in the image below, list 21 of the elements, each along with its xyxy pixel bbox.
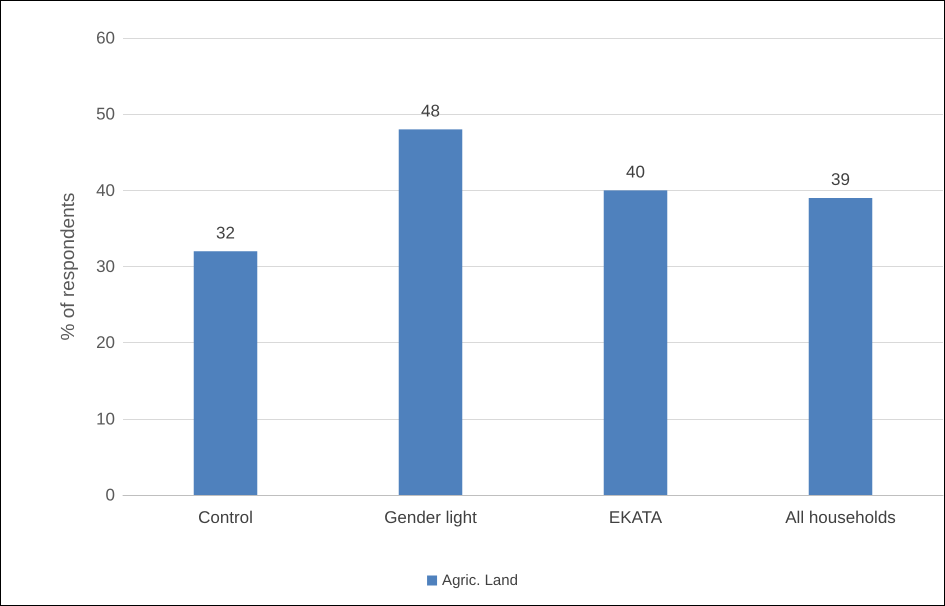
x-tick-label: EKATA — [608, 508, 663, 527]
y-tick-label: 50 — [96, 104, 115, 124]
x-tick-label: Gender light — [384, 508, 478, 527]
y-axis-title: % of respondents — [58, 192, 79, 340]
bar — [194, 251, 258, 495]
data-label: 39 — [831, 170, 850, 189]
x-tick-label: All households — [785, 508, 896, 527]
y-tick-label: 60 — [96, 28, 115, 48]
data-label: 48 — [421, 101, 440, 120]
y-tick-label: 20 — [96, 333, 115, 352]
legend-label: Agric. Land — [442, 572, 518, 589]
bar — [604, 190, 668, 495]
bar — [398, 129, 462, 495]
x-tick-label: Control — [198, 508, 253, 527]
y-tick-label: 0 — [106, 486, 115, 504]
y-tick-label: 40 — [96, 180, 115, 200]
bar — [808, 198, 872, 495]
data-label: 40 — [626, 162, 645, 182]
y-tick-label: 30 — [96, 257, 115, 276]
y-tick-label: 10 — [96, 409, 115, 428]
data-label: 32 — [216, 223, 235, 242]
